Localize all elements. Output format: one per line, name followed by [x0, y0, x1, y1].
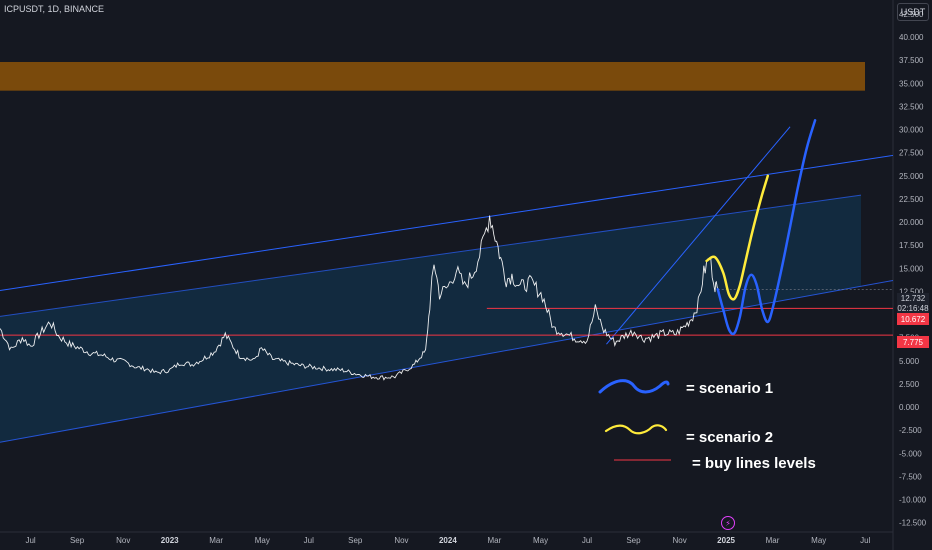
legend-swatch-scenario2 — [604, 424, 668, 435]
x-tick-label: Sep — [348, 536, 363, 545]
x-tick-label: 2023 — [161, 536, 179, 545]
y-tick-label: 22.500 — [899, 195, 924, 204]
buy-level-high-tag: 10.672 — [897, 313, 929, 325]
symbol-title: ICPUSDT, 1D, BINANCE — [4, 4, 105, 14]
x-tick-label: May — [255, 536, 270, 545]
y-tick-label: 2.500 — [899, 380, 920, 389]
buy-level-low-tag: 7.775 — [897, 336, 929, 348]
scenario-1-curve — [716, 119, 817, 336]
x-tick-label: 2025 — [717, 536, 735, 545]
y-tick-label: 20.000 — [899, 218, 924, 227]
y-tick-label: -5.000 — [899, 449, 922, 458]
x-tick-label: 2024 — [439, 536, 457, 545]
y-tick-label: 0.000 — [899, 403, 920, 412]
legend-scenario2: = scenario 2 — [686, 429, 774, 446]
y-tick-label: 40.000 — [899, 33, 924, 42]
x-tick-label: Jul — [25, 536, 35, 545]
x-tick-label: May — [811, 536, 826, 545]
scenario-2-curve — [705, 174, 770, 301]
x-tick-label: Mar — [209, 536, 223, 545]
x-tick-label: Sep — [626, 536, 641, 545]
x-tick-label: May — [533, 536, 548, 545]
channel-lower-line — [0, 279, 894, 443]
legend-swatch-scenario1 — [598, 379, 670, 394]
x-tick-label: Nov — [394, 536, 408, 545]
y-tick-label: -7.500 — [899, 472, 922, 481]
current-price-tag: 12.732 02:16:48 — [897, 293, 929, 315]
channel-upper-line — [0, 194, 862, 317]
x-tick-label: Jul — [860, 536, 870, 545]
price-series-line — [0, 215, 719, 381]
x-tick-label: Mar — [766, 536, 780, 545]
current-price-value: 12.732 — [900, 294, 926, 303]
channel-fill — [0, 195, 862, 443]
legend-buy-lines: = buy lines levels — [692, 455, 816, 472]
resistance-zone — [0, 61, 865, 91]
x-tick-label: Sep — [70, 536, 85, 545]
y-tick-label: 42.500 — [899, 10, 924, 19]
y-tick-label: 5.000 — [899, 357, 920, 366]
y-tick-label: 25.000 — [899, 172, 924, 181]
countdown-value: 02:16:48 — [897, 304, 929, 313]
y-tick-label: 27.500 — [899, 149, 924, 158]
x-tick-label: Jul — [582, 536, 592, 545]
y-tick-label: -12.500 — [899, 519, 927, 528]
x-tick-label: Mar — [487, 536, 501, 545]
y-tick-label: 12.500 — [899, 287, 924, 296]
y-tick-label: 35.000 — [899, 79, 924, 88]
y-tick-label: 37.500 — [899, 56, 924, 65]
x-tick-label: Nov — [673, 536, 687, 545]
currency-button[interactable]: USDT — [897, 3, 929, 21]
y-tick-label: -2.500 — [899, 426, 922, 435]
y-tick-label: -10.000 — [899, 496, 927, 505]
y-tick-label: 30.000 — [899, 126, 924, 135]
lightning-icon[interactable]: ⚡ — [721, 516, 735, 530]
y-tick-label: 32.500 — [899, 102, 924, 111]
legend-scenario1: = scenario 1 — [686, 380, 774, 397]
x-tick-label: Nov — [116, 536, 130, 545]
y-tick-label: 17.500 — [899, 241, 924, 250]
x-tick-label: Jul — [304, 536, 314, 545]
y-tick-label: 15.000 — [899, 264, 924, 273]
upper-trendline — [0, 154, 894, 292]
